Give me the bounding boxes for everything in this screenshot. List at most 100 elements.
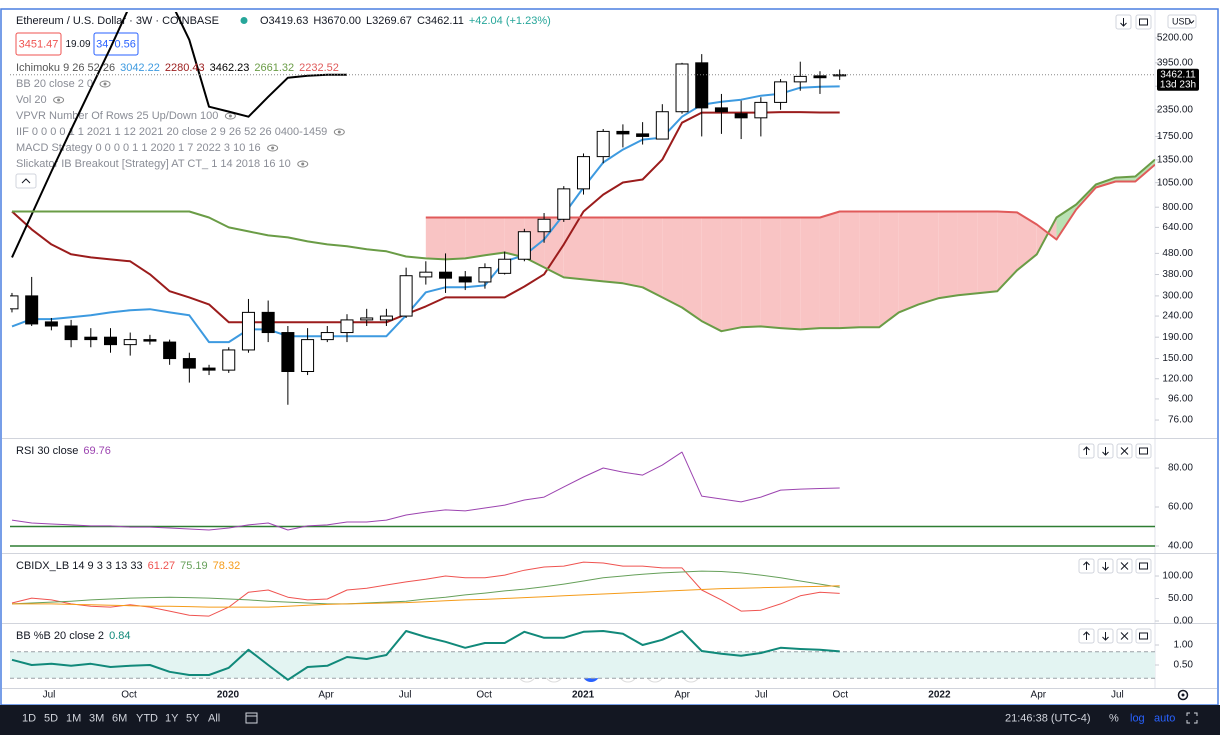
y-tick-label: 120.00: [1162, 373, 1193, 384]
candle-body: [537, 218, 551, 233]
market-status: [240, 17, 248, 24]
currency: USD: [1172, 16, 1192, 26]
x-tick-label: 2020: [217, 690, 240, 701]
cloud-segment: [780, 217, 801, 330]
y-tick-label: 3950.00: [1157, 57, 1194, 68]
pane-up-button[interactable]: [1078, 628, 1095, 644]
scale-toggle[interactable]: log: [1130, 712, 1145, 724]
cloud-segment: [839, 211, 860, 329]
y-tick-label: 380.00: [1162, 269, 1193, 280]
x-tick-label: 2022: [928, 690, 951, 701]
pane-close-button[interactable]: [1116, 558, 1133, 574]
y-tick-label: 800.00: [1162, 202, 1193, 213]
pane: [10, 451, 1155, 547]
legend-value: 0.84: [109, 630, 130, 642]
candle-body: [44, 321, 58, 327]
fullscreen-icon[interactable]: [1186, 712, 1198, 724]
pane-down-button[interactable]: [1097, 558, 1114, 574]
gear-center: [1181, 693, 1185, 697]
range-button[interactable]: 6M: [112, 712, 127, 724]
currency-box[interactable]: [1167, 14, 1197, 29]
visibility-toggle[interactable]: [53, 96, 65, 104]
pane-maximize-button[interactable]: [1135, 14, 1152, 30]
cloud-segment: [425, 217, 446, 260]
candle-body: [25, 295, 39, 325]
button-glyph: [1083, 446, 1090, 455]
candle-body: [10, 295, 19, 310]
date-range-icon[interactable]: [245, 712, 258, 724]
candle-body: [616, 130, 630, 135]
pane-maximize-button[interactable]: [1135, 443, 1152, 459]
range-button[interactable]: 1Y: [165, 712, 179, 724]
arrow-down-glyph: [1120, 18, 1127, 27]
visibility-toggle[interactable]: [267, 144, 279, 152]
candle-body: [675, 63, 689, 113]
y-tick-label: 150.00: [1162, 353, 1193, 364]
ohlc-values: O3419.63 H3670.00 L3269.67 C3462.11 +42.04 (…: [260, 15, 551, 27]
indicator-line: [11, 451, 840, 531]
settings-icon[interactable]: [1177, 689, 1189, 701]
band-fill: [10, 651, 1155, 679]
candle-body: [104, 336, 118, 346]
visibility-toggle[interactable]: [99, 80, 111, 88]
cloud-segment: [682, 217, 702, 322]
y-tick-label: 2350.00: [1157, 104, 1194, 115]
currency-caret: [1188, 20, 1195, 24]
y-tick-label: 480.00: [1162, 248, 1193, 259]
range-button[interactable]: 5D: [44, 712, 58, 724]
button-glyph: [1139, 447, 1148, 455]
scale-toggle[interactable]: %: [1109, 712, 1119, 724]
indicator-line: [12, 158, 1155, 333]
range-button[interactable]: 5Y: [186, 712, 200, 724]
pane-close-button[interactable]: [1116, 628, 1133, 644]
y-tick-label: 96.00: [1168, 394, 1193, 405]
cloud-segment: [721, 217, 742, 332]
candle-body: [379, 315, 393, 321]
y-tick-label: 5200.00: [1157, 33, 1194, 44]
indicator-line: [11, 630, 840, 681]
ohlc-item: +42.04 (+1.23%): [469, 15, 551, 27]
button-glyph: [1102, 562, 1109, 571]
buy-box[interactable]: [93, 32, 139, 56]
eye-pupil: [337, 130, 341, 134]
eye-pupil: [271, 146, 275, 150]
range-button[interactable]: YTD: [136, 712, 158, 724]
visibility-toggle[interactable]: [333, 128, 345, 136]
maximize-glyph: [1139, 18, 1148, 26]
pane-up-button[interactable]: [1078, 443, 1095, 459]
visibility-toggle[interactable]: [297, 160, 309, 168]
range-button[interactable]: 1M: [66, 712, 81, 724]
pane-up-button[interactable]: [1078, 558, 1095, 574]
pane-down-button[interactable]: [1097, 628, 1114, 644]
range-button[interactable]: 3M: [89, 712, 104, 724]
indicator-legend: VPVR Number Of Rows 25 Up/Down 100: [16, 110, 218, 122]
cloud-segment: [445, 217, 466, 260]
indicator-legend: BB 20 close 2 0: [16, 78, 93, 90]
y-tick-label: 640.00: [1162, 222, 1193, 233]
pane-close-button[interactable]: [1116, 443, 1133, 459]
candle-body: [517, 231, 531, 260]
range-button[interactable]: 1D: [22, 712, 36, 724]
candle-body: [478, 267, 492, 283]
scale-toggle[interactable]: auto: [1154, 712, 1175, 724]
pane-maximize-button[interactable]: [1135, 558, 1152, 574]
cloud-segment: [879, 211, 899, 328]
range-button[interactable]: All: [208, 712, 220, 724]
y-tick-label: 50.00: [1168, 593, 1193, 604]
pane-legend: Ichimoku 9 26 52 26 3042.22 2280.43 3462.23…: [16, 62, 339, 74]
collapse-legend[interactable]: [15, 173, 37, 189]
candle-body: [695, 62, 709, 109]
cloud-segment: [957, 211, 978, 296]
y-tick-label: 300.00: [1162, 291, 1193, 302]
ask-price: 3470.56: [96, 38, 136, 50]
candle-body: [754, 101, 768, 119]
cloud-segment: [760, 217, 781, 329]
sell-box[interactable]: [15, 32, 62, 56]
candle-body: [655, 111, 669, 140]
pane-legend: CBIDX_LB 14 9 3 3 13 33 61.27 75.19 78.32: [16, 560, 240, 572]
x-tick-label: Jul: [1111, 690, 1124, 701]
candle-body: [301, 339, 315, 373]
pane-maximize-button[interactable]: [1135, 628, 1152, 644]
pane-down-button[interactable]: [1097, 443, 1114, 459]
eye-outline: [99, 80, 111, 88]
